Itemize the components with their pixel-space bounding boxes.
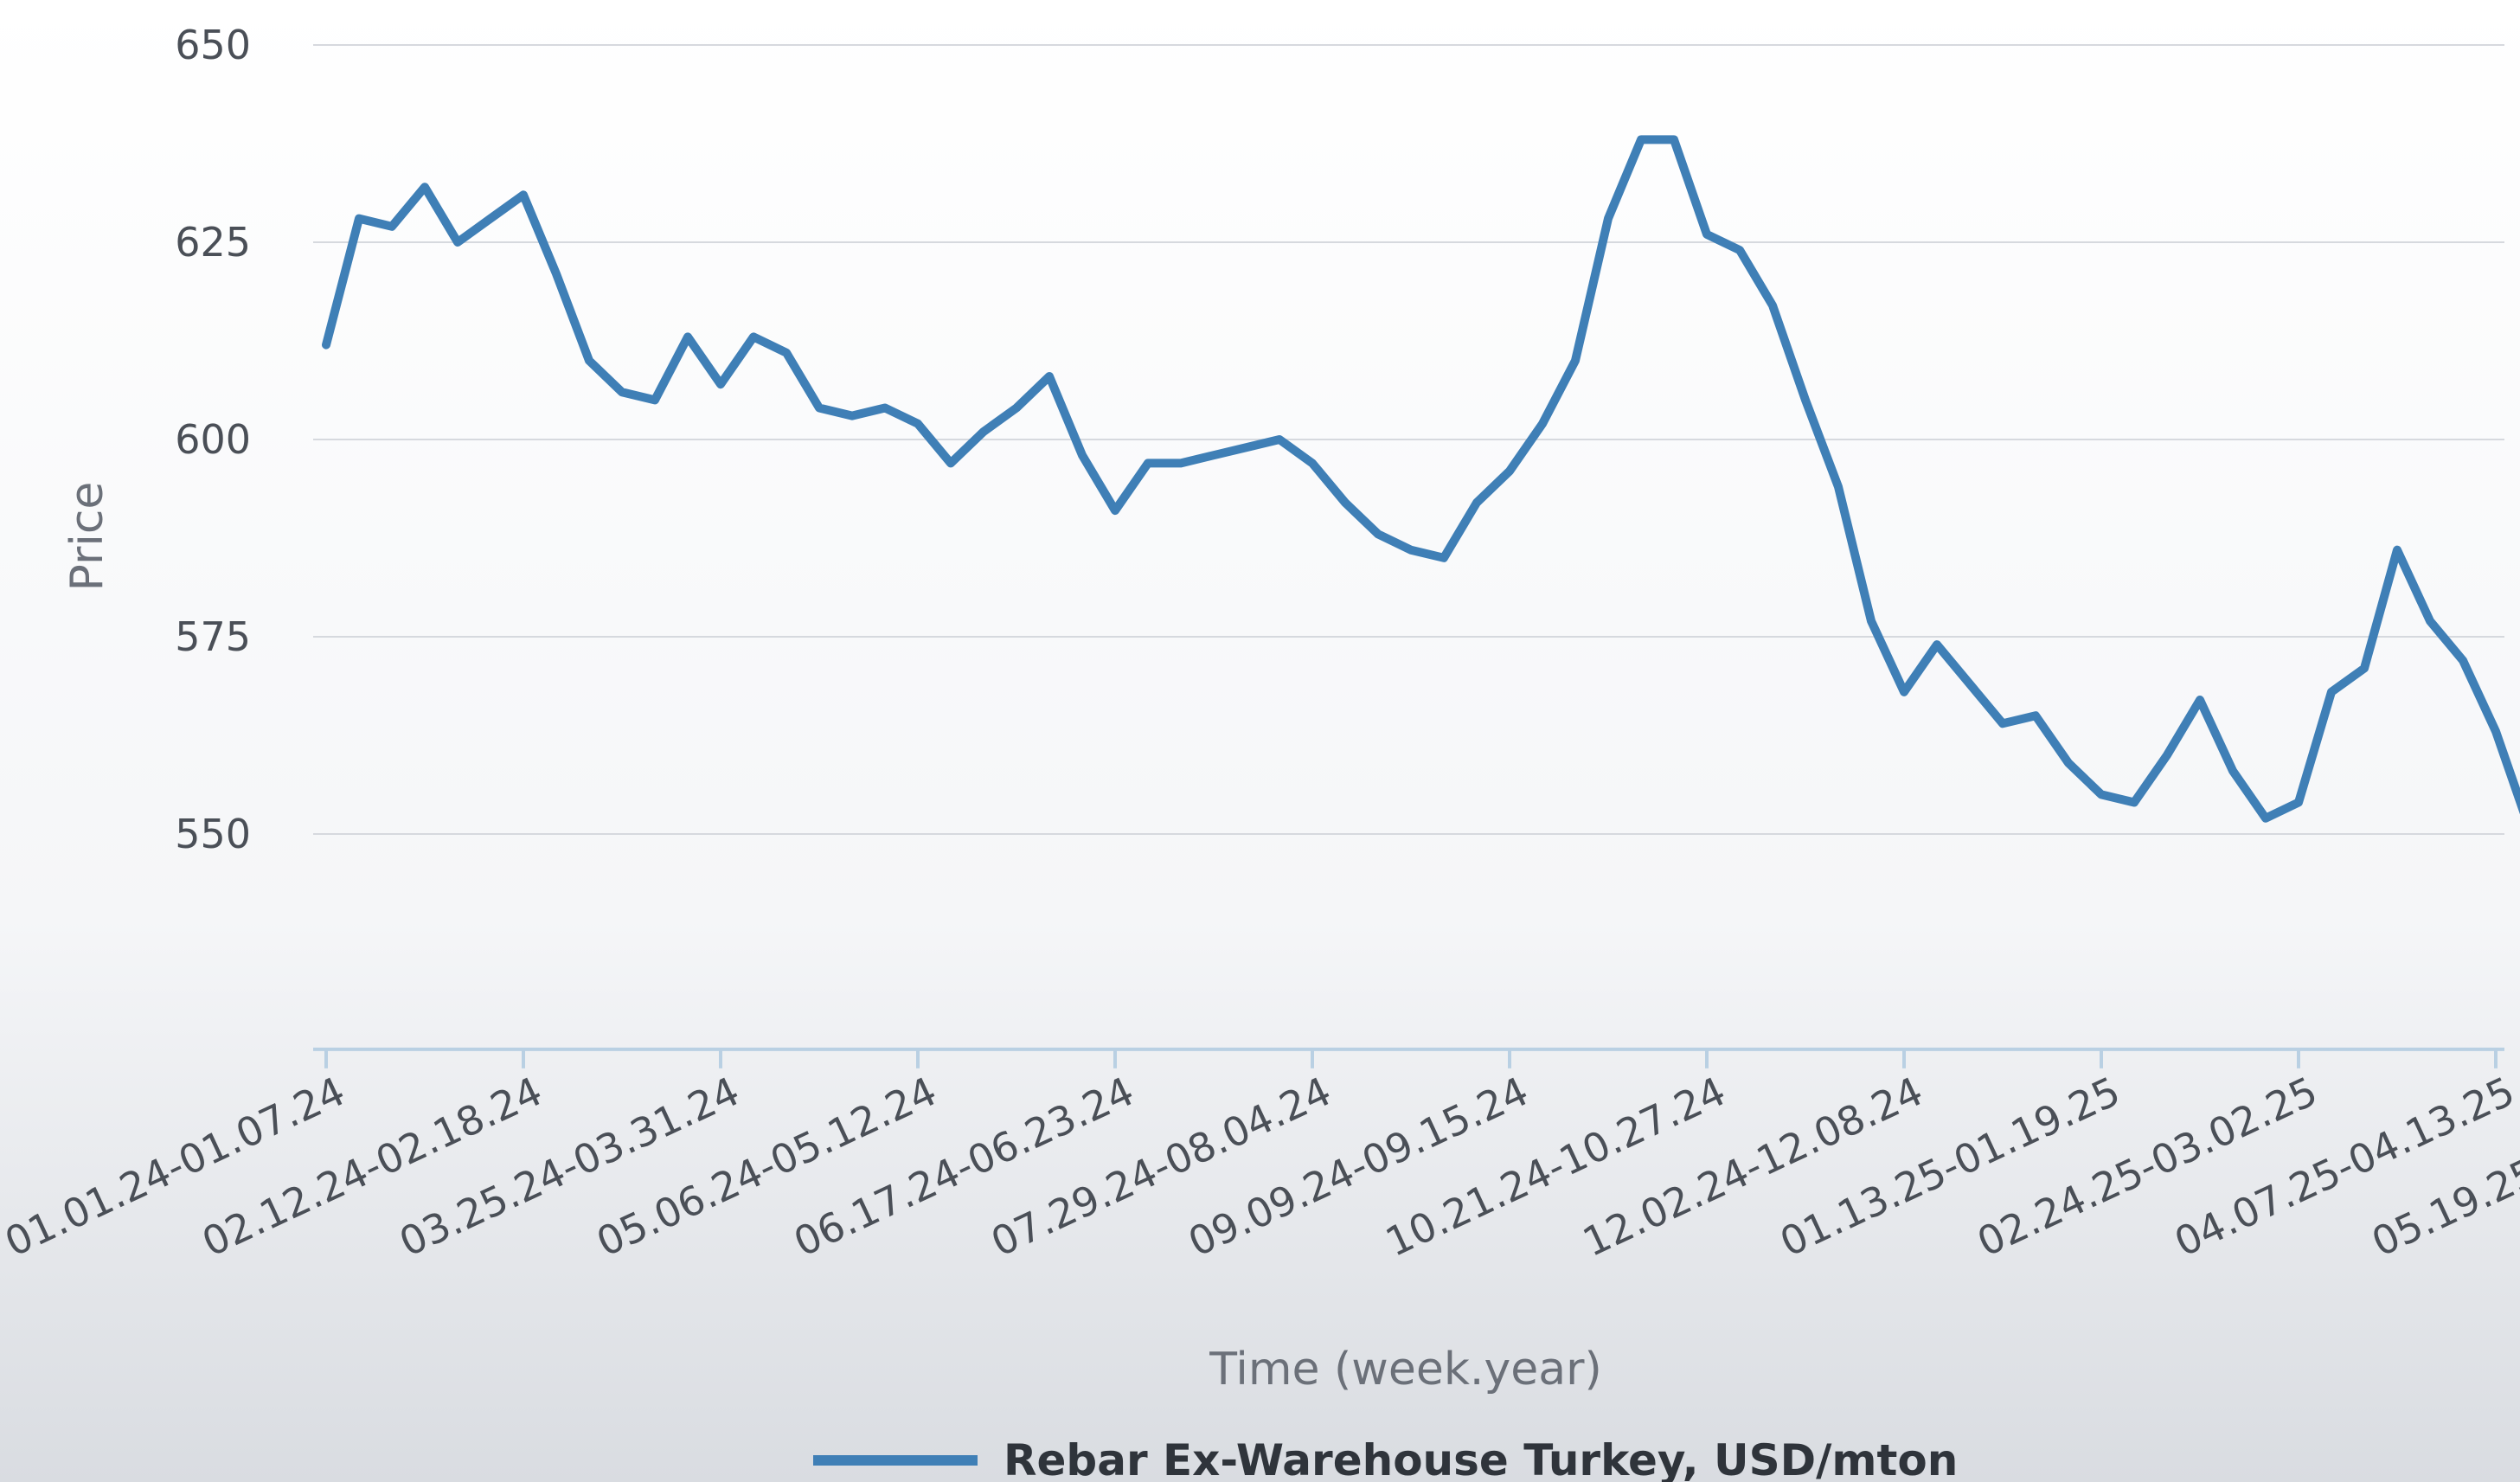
data-point[interactable]	[946, 458, 956, 468]
y-tick-label: 600	[175, 416, 251, 463]
data-point[interactable]	[2326, 687, 2337, 697]
y-tick-label: 575	[175, 613, 251, 660]
data-point[interactable]	[1307, 458, 1318, 468]
data-point[interactable]	[354, 214, 364, 224]
data-point[interactable]	[1702, 229, 1712, 240]
data-point[interactable]	[1800, 395, 1811, 405]
data-point[interactable]	[2359, 664, 2369, 674]
data-point[interactable]	[1899, 687, 1909, 697]
data-point[interactable]	[1143, 458, 1153, 468]
data-point[interactable]	[2129, 798, 2139, 808]
data-point[interactable]	[2458, 655, 2468, 665]
series-line	[322, 135, 2520, 823]
data-point[interactable]	[2392, 545, 2402, 555]
data-point[interactable]	[2063, 758, 2074, 768]
data-point[interactable]	[1570, 356, 1581, 366]
data-point[interactable]	[321, 340, 331, 350]
data-point[interactable]	[683, 331, 693, 342]
data-point[interactable]	[2096, 789, 2106, 799]
data-point[interactable]	[1636, 134, 1646, 144]
data-point[interactable]	[1373, 529, 1383, 539]
data-point[interactable]	[2228, 766, 2238, 776]
data-point[interactable]	[1603, 214, 1613, 224]
data-point[interactable]	[518, 189, 529, 200]
data-point[interactable]	[1965, 679, 1975, 690]
y-tick-label: 625	[175, 219, 251, 266]
data-point[interactable]	[452, 237, 463, 247]
data-point[interactable]	[1011, 403, 1022, 414]
data-point[interactable]	[2260, 813, 2271, 824]
data-point[interactable]	[913, 419, 923, 429]
legend-item-label: Rebar Ex-Warehouse Turkey, USD/mton	[1004, 1435, 1958, 1482]
data-point[interactable]	[2491, 726, 2501, 736]
data-point[interactable]	[814, 403, 824, 414]
data-point[interactable]	[1932, 639, 1942, 650]
data-point[interactable]	[584, 356, 594, 366]
data-point[interactable]	[847, 411, 857, 421]
data-point[interactable]	[715, 379, 726, 389]
data-point[interactable]	[1833, 482, 1844, 492]
data-point[interactable]	[1077, 450, 1087, 460]
data-point[interactable]	[978, 427, 989, 437]
data-point[interactable]	[2030, 710, 2041, 721]
data-point[interactable]	[387, 221, 397, 232]
data-point[interactable]	[1735, 245, 1745, 255]
grid	[313, 44, 2504, 835]
data-point[interactable]	[781, 348, 792, 358]
data-point[interactable]	[2195, 695, 2205, 705]
data-point[interactable]	[420, 182, 430, 192]
data-point[interactable]	[1176, 458, 1186, 468]
data-point[interactable]	[485, 214, 496, 224]
data-point[interactable]	[551, 269, 561, 279]
data-point[interactable]	[1439, 553, 1449, 563]
data-point[interactable]	[2425, 616, 2435, 626]
data-point[interactable]	[1241, 442, 1252, 452]
data-point[interactable]	[2162, 750, 2172, 760]
data-point[interactable]	[1110, 505, 1120, 516]
data-point[interactable]	[1997, 718, 2008, 728]
data-point[interactable]	[1472, 497, 1482, 508]
data-point[interactable]	[748, 331, 759, 342]
legend[interactable]: Rebar Ex-Warehouse Turkey, USD/mton	[813, 1435, 1958, 1482]
data-point[interactable]	[1044, 371, 1055, 382]
y-tick-label: 550	[175, 811, 251, 857]
data-point[interactable]	[1866, 616, 1876, 626]
data-point[interactable]	[1274, 434, 1285, 445]
data-point[interactable]	[2293, 798, 2304, 808]
y-tick-label: 650	[175, 22, 251, 68]
data-point[interactable]	[1340, 497, 1350, 508]
data-point[interactable]	[1209, 450, 1219, 460]
y-axis-title: Price	[61, 482, 113, 592]
x-axis-title: Time (week.year)	[1209, 1344, 1602, 1395]
data-point[interactable]	[1669, 134, 1679, 144]
data-point[interactable]	[650, 395, 660, 405]
y-axis: 550 575 600 625 650	[175, 22, 251, 857]
data-point[interactable]	[617, 387, 627, 397]
data-point[interactable]	[1537, 419, 1548, 429]
data-point[interactable]	[1767, 300, 1778, 311]
data-point[interactable]	[880, 403, 890, 414]
series-layer	[321, 134, 2520, 824]
data-point[interactable]	[1406, 545, 1416, 555]
data-point[interactable]	[1504, 466, 1515, 477]
